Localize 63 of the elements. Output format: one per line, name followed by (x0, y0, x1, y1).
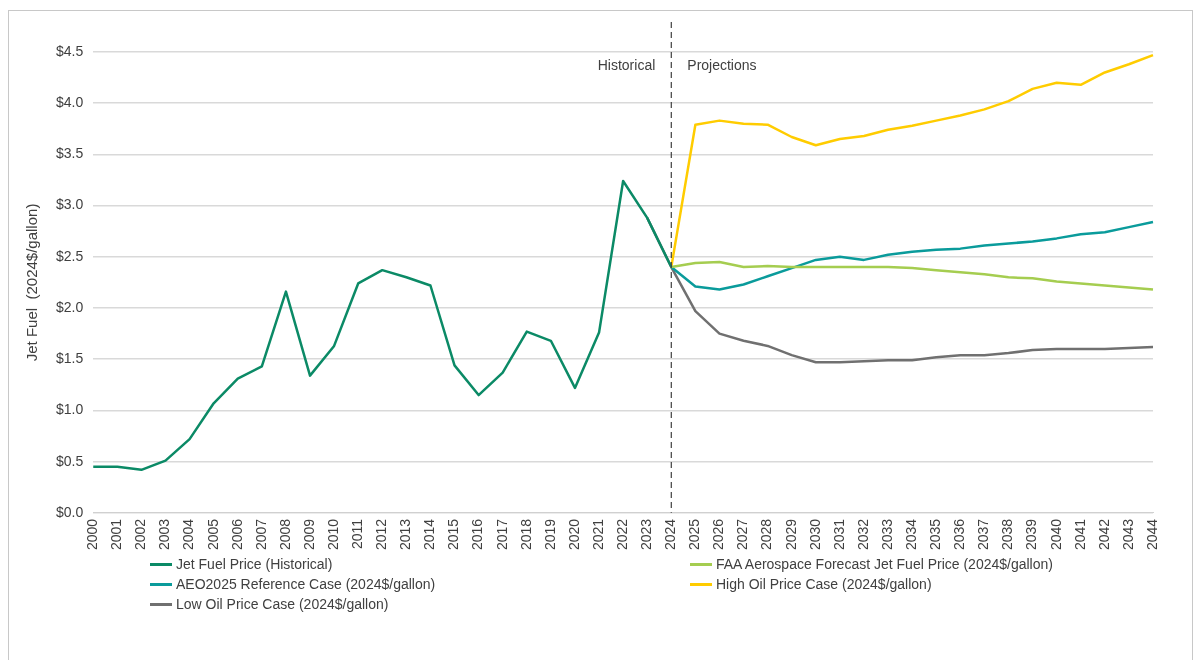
x-tick-label: 2033 (878, 518, 895, 551)
y-axis-title: Jet Fuel (2024$/gallon) (23, 203, 41, 362)
y-tick-label: $0.5 (56, 452, 84, 469)
x-tick-label: 2032 (854, 518, 871, 551)
x-tick-label: 2003 (156, 518, 173, 551)
x-tick-label: 2007 (252, 518, 269, 551)
x-tick-label: 2030 (806, 518, 823, 551)
legend-label: Low Oil Price Case (2024$/gallon) (176, 596, 389, 612)
x-tick-label: 2006 (228, 518, 245, 551)
legend-label: High Oil Price Case (2024$/gallon) (716, 576, 932, 592)
x-tick-label: 2039 (1023, 518, 1040, 551)
x-tick-label: 2010 (324, 518, 341, 551)
y-tick-label: $1.0 (56, 401, 84, 418)
x-tick-label: 2036 (951, 518, 968, 551)
x-tick-label: 2042 (1095, 518, 1112, 551)
y-tick-label: $2.0 (56, 298, 84, 315)
x-tick-label: 2040 (1047, 518, 1064, 551)
legend-label: Jet Fuel Price (Historical) (176, 556, 333, 572)
x-tick-label: 2018 (517, 518, 534, 551)
x-tick-label: 2037 (975, 518, 992, 551)
x-tick-label: 2019 (541, 518, 558, 551)
annotation: Projections (687, 56, 757, 73)
y-tick-label: $4.0 (56, 94, 84, 111)
legend-label: FAA Aerospace Forecast Jet Fuel Price (2024$/gallon) (716, 556, 1053, 572)
legend-label: AEO2025 Reference Case (2024$/gallon) (176, 576, 436, 592)
y-tick-label: $2.5 (56, 247, 84, 264)
x-tick-label: 2038 (999, 518, 1016, 551)
annotation: Historical (597, 56, 656, 73)
x-tick-label: 2025 (686, 518, 703, 551)
x-tick-label: 2016 (469, 518, 486, 551)
x-tick-label: 2012 (373, 518, 390, 551)
x-tick-label: 2004 (180, 518, 197, 551)
x-tick-label: 2022 (613, 518, 630, 551)
y-tick-label: $3.5 (56, 145, 84, 162)
x-tick-label: 2005 (204, 518, 221, 551)
x-tick-label: 2023 (638, 518, 655, 551)
x-tick-label: 2020 (565, 518, 582, 551)
x-tick-label: 2026 (710, 518, 727, 551)
x-tick-label: 2029 (782, 518, 799, 551)
x-tick-label: 2041 (1071, 518, 1088, 551)
x-tick-label: 2001 (108, 518, 125, 551)
y-tick-label: $3.0 (56, 196, 84, 213)
x-tick-label: 2017 (493, 518, 510, 551)
x-tick-label: 2024 (662, 518, 679, 551)
x-tick-label: 2044 (1143, 518, 1160, 551)
x-tick-label: 2021 (589, 518, 606, 551)
x-tick-label: 2035 (927, 518, 944, 551)
x-tick-label: 2002 (132, 518, 149, 551)
x-tick-label: 2009 (300, 518, 317, 551)
x-tick-label: 2008 (276, 518, 293, 551)
x-tick-label: 2028 (758, 518, 775, 551)
y-tick-label: $1.5 (56, 350, 84, 367)
x-tick-label: 2013 (397, 518, 414, 551)
x-tick-label: 2034 (903, 518, 920, 551)
x-tick-label: 2043 (1119, 518, 1136, 551)
x-tick-label: 2015 (445, 518, 462, 551)
x-tick-label: 2031 (830, 518, 847, 551)
x-tick-label: 2014 (421, 518, 438, 551)
y-tick-label: $0.0 (56, 503, 84, 520)
x-tick-label: 2011 (349, 518, 366, 549)
x-tick-label: 2027 (734, 518, 751, 551)
y-tick-label: $4.5 (56, 42, 84, 59)
x-tick-label: 2000 (84, 518, 101, 551)
